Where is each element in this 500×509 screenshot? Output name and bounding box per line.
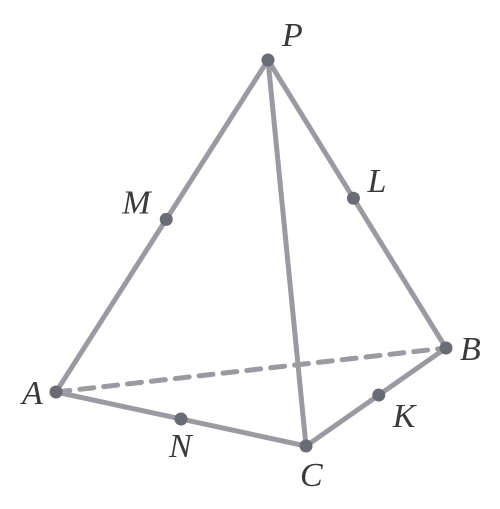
- label-L: L: [366, 163, 386, 200]
- point-K: [372, 389, 385, 402]
- edge-PC: [268, 60, 306, 446]
- label-P: P: [281, 17, 303, 54]
- label-A: A: [20, 375, 43, 412]
- label-M: M: [121, 184, 152, 221]
- points-group: [50, 54, 453, 453]
- point-A: [50, 386, 63, 399]
- label-K: K: [392, 398, 418, 435]
- point-L: [347, 192, 360, 205]
- label-N: N: [168, 428, 194, 465]
- edge-AB: [56, 348, 446, 392]
- label-B: B: [460, 331, 481, 368]
- point-M: [160, 213, 173, 226]
- point-B: [440, 342, 453, 355]
- edges-group: [56, 60, 446, 446]
- tetrahedron-diagram: P A B C M L N K: [0, 0, 500, 509]
- point-N: [175, 413, 188, 426]
- label-C: C: [300, 457, 323, 494]
- point-P: [262, 54, 275, 67]
- edge-PB: [268, 60, 446, 348]
- point-C: [300, 440, 313, 453]
- edge-PA: [56, 60, 268, 392]
